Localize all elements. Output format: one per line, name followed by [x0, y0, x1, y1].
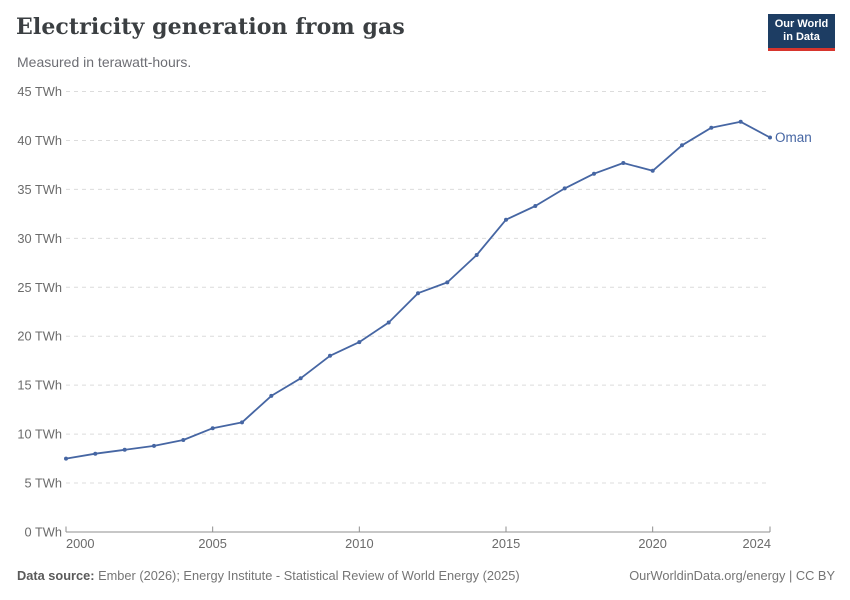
y-axis-label-30: 30 TWh: [17, 231, 62, 246]
x-axis-label-2024: 2024: [743, 536, 771, 551]
y-axis-label-45: 45 TWh: [17, 84, 62, 99]
data-point-oman-2019[interactable]: [621, 161, 626, 165]
chart-footer: Data source: Ember (2026); Energy Instit…: [0, 568, 850, 590]
x-axis-label-2015: 2015: [492, 536, 520, 551]
data-point-oman-2002[interactable]: [122, 447, 127, 452]
data-point-oman-2020[interactable]: [650, 168, 655, 173]
y-axis-label-15: 15 TWh: [17, 378, 62, 393]
owid-logo[interactable]: Our World in Data: [768, 14, 835, 51]
data-point-oman-2009[interactable]: [328, 353, 332, 358]
data-point-oman-2000[interactable]: [64, 456, 68, 461]
data-point-oman-2013[interactable]: [445, 280, 450, 285]
data-point-oman-2005[interactable]: [210, 426, 215, 431]
data-point-oman-2004[interactable]: [181, 438, 186, 442]
data-source-label: Data source:: [17, 568, 95, 583]
data-point-oman-2014[interactable]: [474, 253, 479, 257]
data-point-oman-2023[interactable]: [738, 119, 743, 124]
y-axis-label-5: 5 TWh: [25, 476, 62, 491]
series-label-oman[interactable]: Oman: [775, 130, 812, 145]
data-point-oman-2016[interactable]: [533, 204, 538, 208]
data-point-oman-2024[interactable]: [768, 135, 772, 140]
data-point-oman-2008[interactable]: [298, 376, 303, 381]
x-axis-label-2000: 2000: [66, 536, 94, 551]
y-axis-label-20: 20 TWh: [17, 329, 62, 344]
data-point-oman-2015[interactable]: [504, 217, 508, 222]
data-point-oman-2022[interactable]: [709, 125, 714, 130]
data-point-oman-2007[interactable]: [269, 393, 274, 398]
data-point-oman-2011[interactable]: [386, 320, 391, 325]
owid-logo-line1: Our World: [774, 18, 829, 30]
data-point-oman-2021[interactable]: [680, 143, 684, 148]
series-line-oman[interactable]: [65, 120, 771, 460]
data-point-oman-2017[interactable]: [562, 186, 567, 191]
y-axis-label-35: 35 TWh: [17, 182, 62, 197]
y-axis-label-25: 25 TWh: [17, 280, 62, 295]
data-point-oman-2001[interactable]: [93, 451, 98, 456]
data-point-oman-2010[interactable]: [357, 340, 362, 345]
chart-subtitle: Measured in terawatt-hours.: [17, 54, 192, 70]
data-source-text: Ember (2026); Energy Institute - Statist…: [94, 568, 520, 583]
x-axis-label-2020: 2020: [638, 536, 666, 551]
x-axis-label-2010: 2010: [345, 536, 373, 551]
y-axis-label-10: 10 TWh: [17, 427, 62, 442]
owid-logo-line2: in Data: [783, 31, 820, 43]
x-axis-label-2005: 2005: [198, 536, 226, 551]
y-axis-label-0: 0 TWh: [25, 525, 62, 540]
data-point-oman-2018[interactable]: [592, 171, 596, 176]
data-source-note: Data source: Ember (2026); Energy Instit…: [17, 568, 520, 583]
y-axis-label-40: 40 TWh: [17, 133, 62, 148]
data-point-oman-2012[interactable]: [416, 291, 420, 296]
page-title: Electricity generation from gas: [16, 14, 405, 40]
data-point-oman-2003[interactable]: [152, 443, 156, 448]
license-credit[interactable]: OurWorldinData.org/energy | CC BY: [629, 568, 835, 583]
data-point-oman-2006[interactable]: [240, 420, 244, 425]
